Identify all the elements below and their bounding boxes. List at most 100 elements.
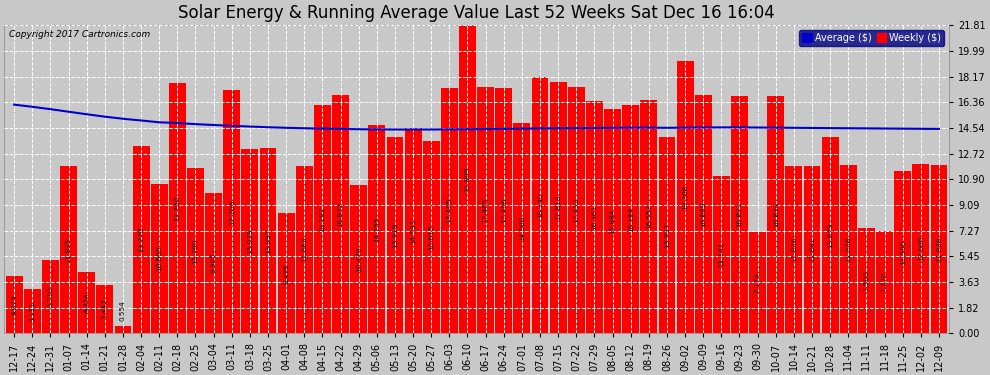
Bar bbox=[296, 166, 313, 333]
Bar bbox=[278, 213, 295, 333]
Text: 15.884: 15.884 bbox=[610, 209, 616, 234]
Bar bbox=[804, 166, 821, 333]
Bar bbox=[78, 272, 95, 333]
Bar bbox=[604, 109, 621, 333]
Bar bbox=[187, 168, 204, 333]
Text: 17.760: 17.760 bbox=[174, 195, 180, 221]
Text: 5.210: 5.210 bbox=[48, 286, 53, 307]
Bar bbox=[658, 136, 675, 333]
Text: 11.500: 11.500 bbox=[900, 240, 906, 265]
Text: 4.074: 4.074 bbox=[11, 294, 17, 315]
Bar bbox=[477, 87, 494, 333]
Text: 17.465: 17.465 bbox=[482, 197, 489, 223]
Bar bbox=[822, 137, 839, 333]
Bar bbox=[876, 231, 893, 333]
Text: 18.140: 18.140 bbox=[537, 193, 544, 218]
Text: 16.872: 16.872 bbox=[338, 202, 344, 227]
Text: 7.500: 7.500 bbox=[863, 270, 869, 291]
Text: 11.835: 11.835 bbox=[65, 237, 71, 262]
Bar bbox=[894, 171, 911, 333]
Text: 7.174: 7.174 bbox=[754, 272, 760, 293]
Text: 16.461: 16.461 bbox=[591, 204, 597, 230]
Text: 11.938: 11.938 bbox=[845, 237, 851, 262]
Bar bbox=[368, 125, 385, 333]
Text: 17.405: 17.405 bbox=[446, 198, 452, 223]
Text: 9.965: 9.965 bbox=[211, 253, 217, 273]
Bar bbox=[96, 285, 113, 333]
Bar bbox=[913, 164, 930, 333]
Bar bbox=[586, 101, 603, 333]
Text: 16.552: 16.552 bbox=[645, 204, 651, 229]
Bar bbox=[24, 290, 41, 333]
Bar bbox=[495, 88, 512, 333]
Bar bbox=[641, 100, 657, 333]
Bar bbox=[386, 137, 403, 333]
Text: 17.206: 17.206 bbox=[229, 199, 235, 225]
Text: Copyright 2017 Cartronics.com: Copyright 2017 Cartronics.com bbox=[9, 30, 150, 39]
Text: 13.879: 13.879 bbox=[828, 223, 834, 248]
Bar bbox=[332, 95, 349, 333]
Bar bbox=[405, 128, 422, 333]
Bar bbox=[224, 90, 241, 333]
Bar bbox=[350, 186, 367, 333]
Bar bbox=[242, 149, 258, 333]
Text: 11.842: 11.842 bbox=[809, 237, 815, 262]
Bar bbox=[695, 95, 712, 333]
Bar bbox=[549, 82, 566, 333]
Bar bbox=[42, 260, 58, 333]
Bar bbox=[713, 176, 730, 333]
Text: 12.000: 12.000 bbox=[918, 236, 924, 261]
Text: 14.531: 14.531 bbox=[410, 218, 416, 243]
Text: 17.406: 17.406 bbox=[501, 198, 507, 223]
Text: 16.834: 16.834 bbox=[773, 202, 779, 227]
Text: 13.615: 13.615 bbox=[429, 225, 435, 250]
Bar bbox=[259, 148, 276, 333]
Bar bbox=[169, 82, 186, 333]
Bar bbox=[423, 141, 440, 333]
Text: 7.270: 7.270 bbox=[881, 272, 888, 292]
Text: 13.097: 13.097 bbox=[265, 228, 271, 254]
Text: 0.554: 0.554 bbox=[120, 301, 126, 321]
Bar bbox=[931, 165, 947, 333]
Bar bbox=[459, 26, 476, 333]
Bar bbox=[568, 87, 585, 333]
Text: 13.276: 13.276 bbox=[138, 227, 145, 252]
Text: 17.813: 17.813 bbox=[555, 195, 561, 220]
Text: 11.141: 11.141 bbox=[719, 242, 725, 267]
Text: 3.111: 3.111 bbox=[30, 301, 36, 322]
Text: 19.308: 19.308 bbox=[682, 184, 688, 210]
Bar bbox=[133, 146, 149, 333]
Bar bbox=[60, 166, 77, 333]
Text: 13.918: 13.918 bbox=[392, 222, 398, 248]
Text: 13.029: 13.029 bbox=[247, 229, 252, 254]
Bar bbox=[441, 88, 457, 333]
Bar bbox=[6, 276, 23, 333]
Text: 16.202: 16.202 bbox=[320, 206, 326, 232]
Bar bbox=[749, 232, 766, 333]
Bar bbox=[858, 228, 875, 333]
Text: 11.856: 11.856 bbox=[791, 237, 797, 262]
Text: 16.184: 16.184 bbox=[628, 207, 634, 232]
Text: 17.452: 17.452 bbox=[573, 198, 579, 223]
Bar bbox=[314, 105, 331, 333]
Text: 4.354: 4.354 bbox=[84, 292, 90, 313]
Bar bbox=[623, 105, 640, 333]
Bar bbox=[731, 96, 747, 333]
Text: 11.883: 11.883 bbox=[301, 237, 307, 262]
Bar bbox=[150, 184, 167, 333]
Bar bbox=[676, 61, 694, 333]
Bar bbox=[514, 123, 531, 333]
Text: 10.605: 10.605 bbox=[156, 246, 162, 271]
Bar bbox=[840, 165, 856, 333]
Text: 13.937: 13.937 bbox=[664, 222, 670, 248]
Text: 8.496: 8.496 bbox=[283, 263, 289, 284]
Title: Solar Energy & Running Average Value Last 52 Weeks Sat Dec 16 16:04: Solar Energy & Running Average Value Las… bbox=[178, 4, 775, 22]
Text: 16.821: 16.821 bbox=[737, 202, 742, 227]
Bar bbox=[785, 166, 802, 333]
Bar bbox=[767, 96, 784, 333]
Text: 21.809: 21.809 bbox=[464, 167, 470, 192]
Bar bbox=[205, 193, 222, 333]
Text: 14.755: 14.755 bbox=[374, 216, 380, 242]
Bar bbox=[115, 326, 132, 333]
Text: 3.445: 3.445 bbox=[102, 299, 108, 320]
